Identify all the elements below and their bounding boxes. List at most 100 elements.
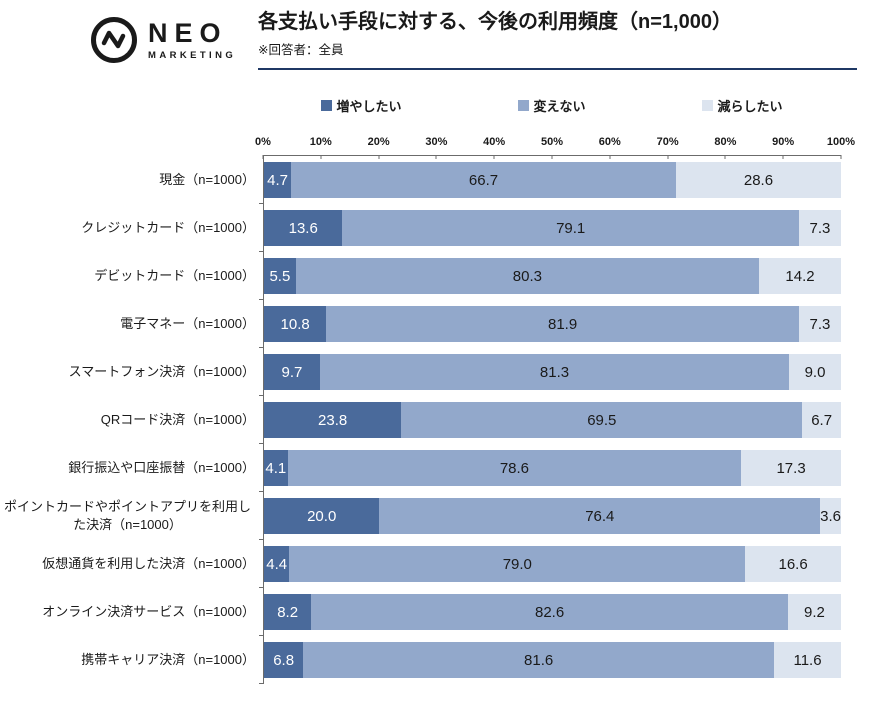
page-subtitle: ※回答者：全員 (258, 43, 344, 57)
value-label: 78.6 (499, 459, 530, 477)
x-axis-tick (435, 155, 437, 159)
x-axis-tick (840, 155, 842, 159)
value-label: 6.8 (273, 651, 295, 669)
x-axis: 0% 10% 20% 30% 40% 50% 60% 70% 80% 90% 100% (255, 129, 855, 159)
bar-segment-増やしたい: 4.1 (264, 450, 288, 486)
category-label: ポイントカードやポイントアプリを利用した決済（n=1000） (0, 492, 263, 540)
bar-segment-減らしたい: 3.6 (820, 498, 841, 534)
bar-segment-減らしたい: 16.6 (745, 546, 841, 582)
category-label: QRコード決済（n=1000） (0, 396, 263, 444)
bar-segment-変えない: 81.6 (303, 642, 775, 678)
value-label: 9.2 (804, 603, 825, 621)
value-label: 4.1 (265, 459, 287, 477)
category-label: 仮想通貨を利用した決済（n=1000） (0, 540, 263, 588)
category-label-text: クレジットカード（n=1000） (81, 220, 255, 236)
x-axis-tick (667, 155, 669, 159)
x-axis-tick-label: 30% (425, 136, 448, 148)
bar-segment-減らしたい: 7.3 (798, 210, 841, 246)
bar-area: 4.7 66.7 28.6 (259, 156, 841, 204)
x-axis-tick-label: 80% (714, 136, 737, 148)
category-label: 携帯キャリア決済（n=1000） (0, 636, 263, 684)
category-label-text: ポイントカードやポイントアプリを利用した決済（n=1000） (3, 499, 251, 532)
bar-segment-増やしたい: 20.0 (264, 498, 380, 534)
bar-stack: 13.6 79.1 7.3 (264, 210, 841, 246)
value-label: 16.6 (778, 555, 808, 573)
logo-text-marketing: MARKETING (148, 49, 237, 61)
value-label: 7.3 (809, 219, 831, 237)
logo-text: NEO MARKETING (148, 19, 237, 61)
value-label: 4.7 (267, 171, 288, 189)
value-label: 3.6 (820, 507, 842, 525)
category-label-text: 現金（n=1000） (159, 172, 255, 188)
value-label: 7.3 (809, 315, 831, 333)
page-title: 各支払い手段に対する、今後の利用頻度（n=1,000） (258, 11, 732, 33)
x-axis-tick (609, 155, 611, 159)
bar-segment-増やしたい: 23.8 (264, 402, 402, 438)
category-label: クレジットカード（n=1000） (0, 204, 263, 252)
value-label: 69.5 (587, 411, 617, 429)
bar-stack: 10.8 81.9 7.3 (264, 306, 841, 342)
x-axis-tick (782, 155, 784, 159)
bar-stack: 20.0 76.4 3.6 (264, 498, 841, 534)
bar-segment-増やしたい: 10.8 (264, 306, 327, 342)
category-label-text: QRコード決済（n=1000） (100, 412, 255, 428)
bar-area: 23.8 69.5 6.7 (259, 396, 841, 444)
bar-segment-変えない: 79.0 (289, 546, 746, 582)
bar-segment-変えない: 66.7 (291, 162, 676, 198)
bar-segment-変えない: 79.1 (342, 210, 799, 246)
category-label-text: 銀行振込や口座振替（n=1000） (68, 460, 255, 476)
value-label: 28.6 (743, 171, 774, 189)
bar-segment-変えない: 69.5 (401, 402, 803, 438)
category-label: 現金（n=1000） (0, 156, 263, 204)
value-label: 10.8 (280, 315, 310, 333)
bar-segment-変えない: 81.9 (326, 306, 799, 342)
category-label: 電子マネー（n=1000） (0, 300, 263, 348)
x-axis-tick-label: 60% (598, 136, 621, 148)
legend-item: 変えない (518, 96, 586, 115)
bar-segment-増やしたい: 4.4 (264, 546, 290, 582)
bar-segment-増やしたい: 13.6 (264, 210, 343, 246)
bar-segment-増やしたい: 5.5 (264, 258, 296, 294)
header: NEO MARKETING 各支払い手段に対する、今後の利用頻度（n=1,000… (0, 0, 877, 70)
value-label: 23.8 (318, 411, 348, 429)
bar-segment-増やしたい: 9.7 (264, 354, 320, 390)
bar-area: 4.4 79.0 16.6 (259, 540, 841, 588)
category-label: デビットカード（n=1000） (0, 252, 263, 300)
value-label: 66.7 (468, 171, 499, 189)
value-label: 14.2 (785, 267, 815, 285)
bar-area: 5.5 80.3 14.2 (259, 252, 841, 300)
bar-area: 10.8 81.9 7.3 (259, 300, 841, 348)
x-axis-tick (493, 155, 495, 159)
legend-swatch-icon (321, 100, 333, 111)
x-axis-tick (320, 155, 322, 159)
x-axis-tick (378, 155, 380, 159)
legend-swatch-icon (702, 100, 714, 111)
category-label-text: デビットカード（n=1000） (94, 268, 255, 284)
category-label: スマートフォン決済（n=1000） (0, 348, 263, 396)
bar-area: 8.2 82.6 9.2 (259, 588, 841, 636)
category-label: オンライン決済サービス（n=1000） (0, 588, 263, 636)
pulse-circle-icon (90, 16, 138, 64)
bar-segment-減らしたい: 28.6 (675, 162, 841, 198)
bar-stack: 6.8 81.6 11.6 (264, 642, 841, 678)
value-label: 9.0 (804, 363, 826, 381)
chart-rows: 現金（n=1000） 4.7 66.7 28.6 クレジットカード（n=1000） 13.… (0, 156, 841, 684)
bar-stack: 5.5 80.3 14.2 (264, 258, 841, 294)
title-block: 各支払い手段に対する、今後の利用頻度（n=1,000） ※回答者：全員 (258, 10, 857, 70)
value-label: 20.0 (307, 507, 337, 525)
legend-swatch-icon (518, 100, 530, 111)
bar-segment-変えない: 76.4 (379, 498, 821, 534)
bar-stack: 8.2 82.6 9.2 (264, 594, 841, 630)
bar-segment-変えない: 82.6 (311, 594, 788, 630)
bar-segment-減らしたい: 9.2 (787, 594, 841, 630)
stacked-bar-chart: 0% 10% 20% 30% 40% 50% 60% 70% 80% 90% 100% 現金（n=1… (0, 129, 877, 684)
bar-segment-減らしたい: 14.2 (759, 258, 841, 294)
bar-segment-減らしたい: 7.3 (798, 306, 841, 342)
bar-stack: 4.1 78.6 17.3 (264, 450, 841, 486)
value-label: 13.6 (288, 219, 318, 237)
x-axis-tick-label: 50% (540, 136, 564, 148)
category-label-text: 電子マネー（n=1000） (120, 316, 255, 332)
value-label: 82.6 (535, 603, 565, 621)
value-label: 81.6 (524, 651, 554, 669)
value-label: 17.3 (776, 459, 806, 477)
